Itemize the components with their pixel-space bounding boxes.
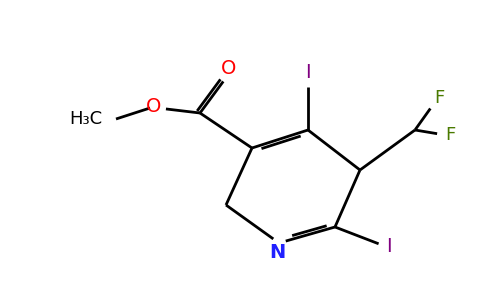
Text: F: F xyxy=(445,126,455,144)
Text: F: F xyxy=(434,89,444,107)
Text: I: I xyxy=(386,238,392,256)
Text: H₃C: H₃C xyxy=(69,110,102,128)
Text: O: O xyxy=(146,97,162,116)
Text: O: O xyxy=(221,59,237,79)
Text: I: I xyxy=(305,64,311,83)
Text: N: N xyxy=(269,244,285,262)
